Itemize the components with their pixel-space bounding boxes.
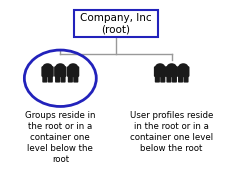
FancyBboxPatch shape — [177, 75, 182, 83]
FancyBboxPatch shape — [176, 66, 189, 77]
FancyBboxPatch shape — [42, 75, 47, 83]
FancyBboxPatch shape — [183, 75, 188, 83]
FancyBboxPatch shape — [171, 75, 176, 83]
Text: Groups reside in
the root or in a
container one
level below the
root: Groups reside in the root or in a contai… — [25, 111, 95, 164]
FancyBboxPatch shape — [154, 75, 159, 83]
FancyBboxPatch shape — [41, 66, 54, 77]
Circle shape — [154, 63, 164, 71]
Circle shape — [68, 63, 78, 71]
Text: Company, Inc
(root): Company, Inc (root) — [80, 13, 151, 34]
FancyBboxPatch shape — [73, 75, 78, 83]
Circle shape — [55, 63, 65, 71]
FancyBboxPatch shape — [74, 10, 157, 37]
FancyBboxPatch shape — [160, 75, 165, 83]
Text: User profiles reside
in the root or in a
container one level
below the root: User profiles reside in the root or in a… — [129, 111, 213, 153]
FancyBboxPatch shape — [165, 66, 177, 77]
Circle shape — [42, 63, 52, 71]
FancyBboxPatch shape — [153, 66, 166, 77]
Circle shape — [166, 63, 176, 71]
FancyBboxPatch shape — [60, 75, 65, 83]
Circle shape — [177, 63, 188, 71]
FancyBboxPatch shape — [166, 75, 171, 83]
FancyBboxPatch shape — [48, 75, 53, 83]
FancyBboxPatch shape — [67, 75, 73, 83]
FancyBboxPatch shape — [54, 66, 66, 77]
FancyBboxPatch shape — [55, 75, 60, 83]
FancyBboxPatch shape — [67, 66, 79, 77]
